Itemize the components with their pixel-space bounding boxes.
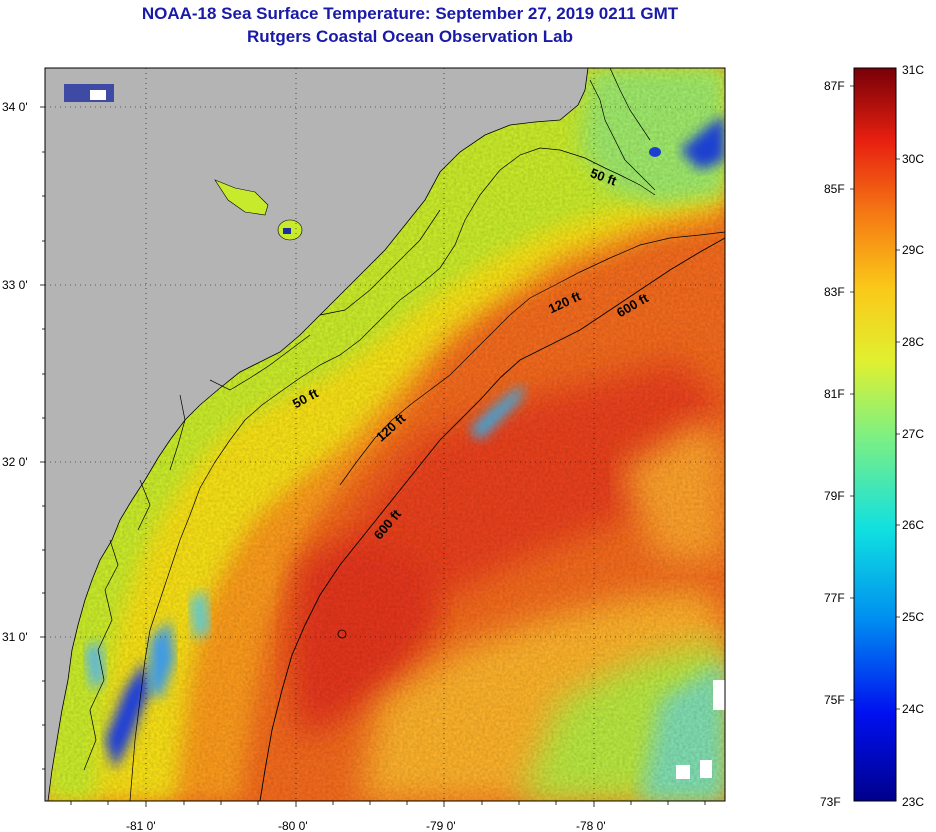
colorbar-c-31: 31C [902,63,924,77]
lat-label-34: 34 0' [2,100,28,114]
colorbar-f-81: 81F [824,387,845,401]
cloud-gap-2 [700,760,712,778]
colorbar-c-25: 25C [902,610,924,624]
colorbar-c-29: 29C [902,243,924,257]
cloud-ne [680,115,725,170]
colorbar-f-87: 87F [824,79,845,93]
cloud-ne-2 [649,147,661,157]
cloud-gap-1 [676,765,690,779]
colorbar-ticks [850,85,900,710]
cool-eddy [470,385,525,440]
contour-600ft [259,237,725,801]
map-title: NOAA-18 Sea Surface Temperature: Septemb… [141,4,679,23]
colorbar-c-24: 24C [902,702,924,716]
lat-label-31: 31 0' [2,630,28,644]
colorbar-f-75: 75F [824,693,845,707]
colorbar-gradient [853,67,897,802]
contour-120ft [339,231,725,486]
colorbar-c-30: 30C [902,152,924,166]
lon-label-81: -81 0' [126,819,156,832]
cool-streak-1 [105,660,150,770]
coastal-islands [83,68,656,771]
land [45,68,589,801]
lon-label-80: -80 0' [278,819,308,832]
lon-label-79: -79 0' [426,819,456,832]
colorbar-f-73: 73F [820,795,841,809]
axis-ticks [40,106,706,807]
inland-cloud-2 [90,90,106,100]
colorbar-c-28: 28C [902,335,924,349]
colorbar-f-77: 77F [824,591,845,605]
map-frame [44,67,726,802]
lon-label-78: -78 0' [576,819,606,832]
cool-streak-2 [148,620,175,700]
cool-streak-3 [190,590,210,640]
lat-label-32: 32 0' [2,455,28,469]
colorbar-c-27: 27C [902,427,924,441]
graticule [45,68,725,801]
colorbar-f-83: 83F [824,285,845,299]
seamount-contour [337,629,347,639]
cool-streak-4 [85,640,105,690]
colorbar-c-26: 26C [902,518,924,532]
map-subtitle: Rutgers Coastal Ocean Observation Lab [247,27,573,46]
cloud-gap-3 [713,680,725,710]
colorbar-c-23: 23C [902,795,924,809]
inland-lake [214,179,269,216]
colorbar-f-79: 79F [824,489,845,503]
contour-50ft [129,147,656,801]
inland-lake-cloud [283,228,291,234]
lat-label-33: 33 0' [2,278,28,292]
colorbar-f-85: 85F [824,182,845,196]
